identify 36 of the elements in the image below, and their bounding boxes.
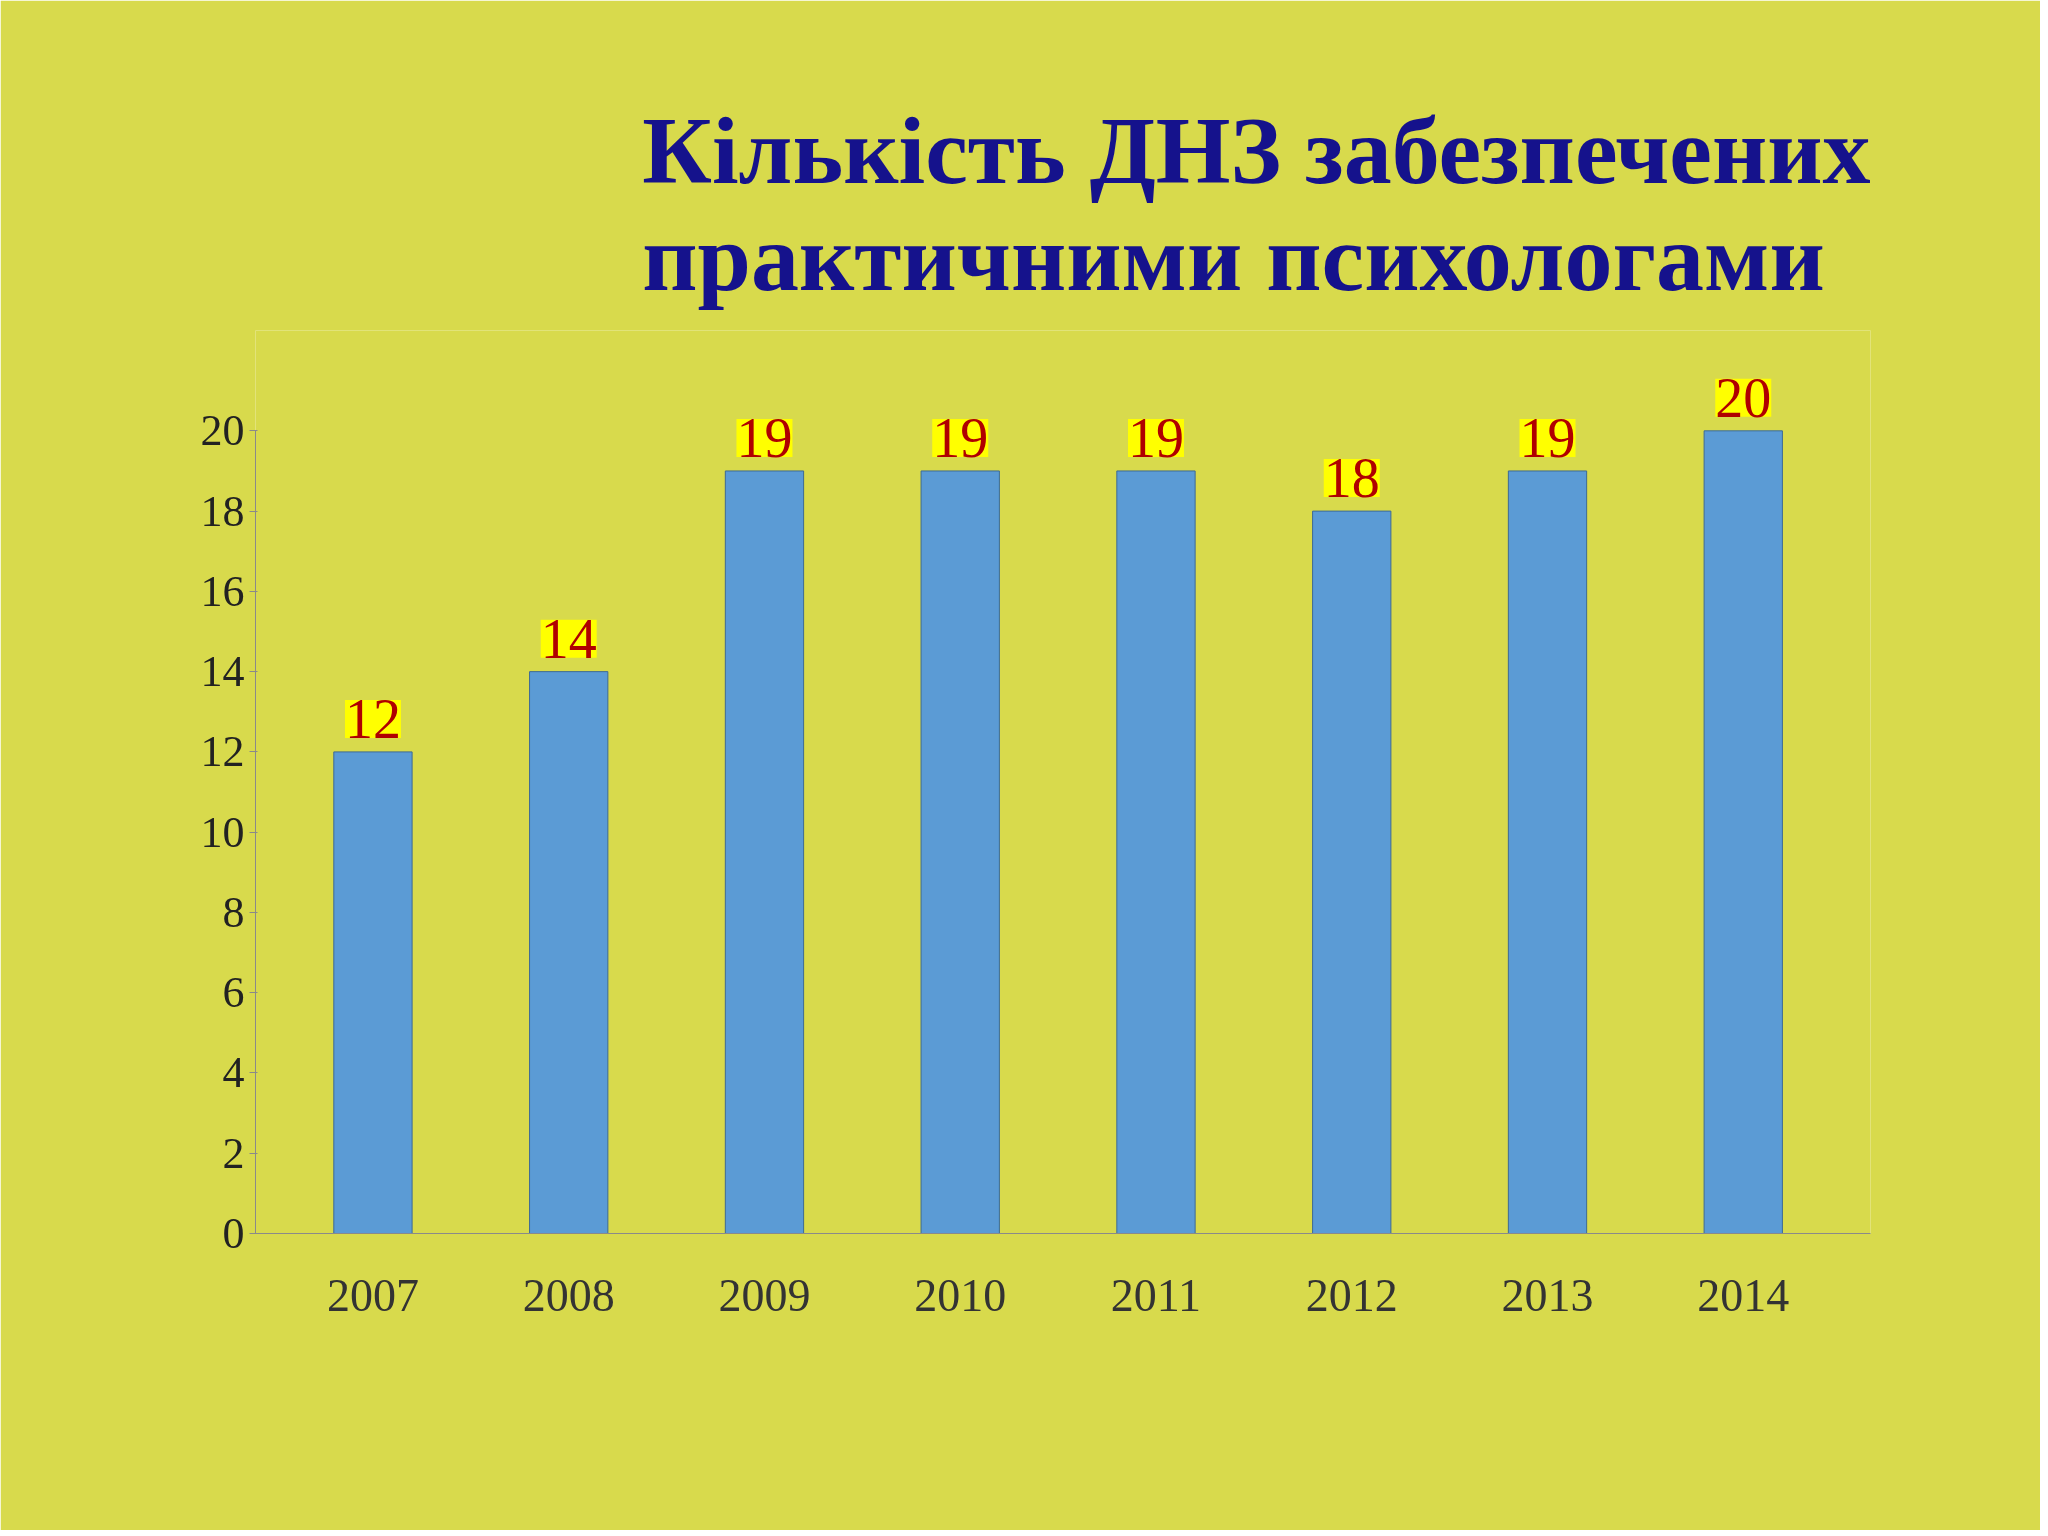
x-tick-label: 2009 — [718, 1269, 811, 1321]
data-label: 19 — [1519, 406, 1576, 469]
chart-title: Кількість ДНЗ забезпечених практичними психологами — [642, 96, 1871, 311]
y-tick-label: 10 — [200, 807, 245, 857]
bar — [1507, 470, 1588, 1234]
y-tick-label: 6 — [222, 968, 245, 1018]
data-label: 18 — [1323, 447, 1380, 510]
bar — [724, 470, 805, 1234]
bar — [1312, 510, 1392, 1234]
y-tick-label: 18 — [200, 486, 245, 536]
y-tick-label: 4 — [222, 1048, 245, 1098]
x-tick-label: 2007 — [326, 1269, 419, 1321]
y-tick-label: 2 — [222, 1128, 245, 1178]
bar — [1703, 430, 1783, 1234]
y-tick-label: 0 — [222, 1209, 245, 1258]
x-tick-label: 2011 — [1110, 1269, 1202, 1321]
bar — [1116, 470, 1196, 1234]
data-label: 19 — [1127, 406, 1184, 469]
data-label: 14 — [540, 607, 597, 670]
y-tick-label: 8 — [222, 887, 245, 937]
x-tick-label: 2012 — [1305, 1269, 1398, 1321]
data-label: 19 — [932, 406, 989, 469]
data-label: 20 — [1715, 366, 1772, 429]
x-tick-label: 2013 — [1501, 1269, 1594, 1321]
x-tick-label: 2010 — [914, 1269, 1007, 1321]
y-tick-label: 16 — [200, 566, 245, 616]
data-label: 12 — [344, 687, 401, 750]
x-tick-label: 2008 — [522, 1269, 615, 1321]
y-tick-label: 12 — [200, 727, 245, 777]
y-tick-label: 20 — [200, 406, 245, 456]
data-label: 19 — [736, 406, 793, 469]
bar — [920, 470, 1000, 1234]
x-tick-label: 2014 — [1697, 1269, 1790, 1321]
y-tick-label: 14 — [200, 647, 245, 697]
bar — [529, 671, 609, 1234]
bar — [333, 751, 413, 1234]
